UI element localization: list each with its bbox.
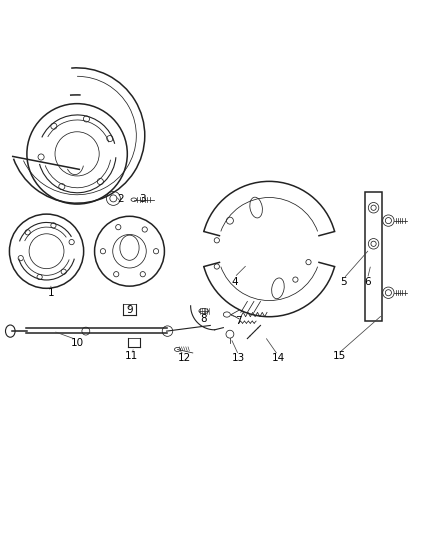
Text: 5: 5	[340, 277, 347, 287]
Text: 6: 6	[364, 277, 371, 287]
Text: 2: 2	[117, 194, 124, 204]
Bar	[365, 192, 382, 321]
Text: 13: 13	[232, 353, 245, 363]
Text: 7: 7	[235, 316, 242, 326]
Text: 12: 12	[177, 353, 191, 363]
Text: 15: 15	[332, 351, 346, 361]
Text: 10: 10	[71, 338, 84, 348]
Text: 11: 11	[125, 351, 138, 361]
Text: 14: 14	[271, 353, 285, 363]
Text: 9: 9	[126, 305, 133, 315]
Text: 4: 4	[231, 277, 237, 287]
Text: 3: 3	[139, 194, 146, 204]
Text: 8: 8	[201, 314, 207, 324]
Text: 1: 1	[48, 288, 54, 298]
